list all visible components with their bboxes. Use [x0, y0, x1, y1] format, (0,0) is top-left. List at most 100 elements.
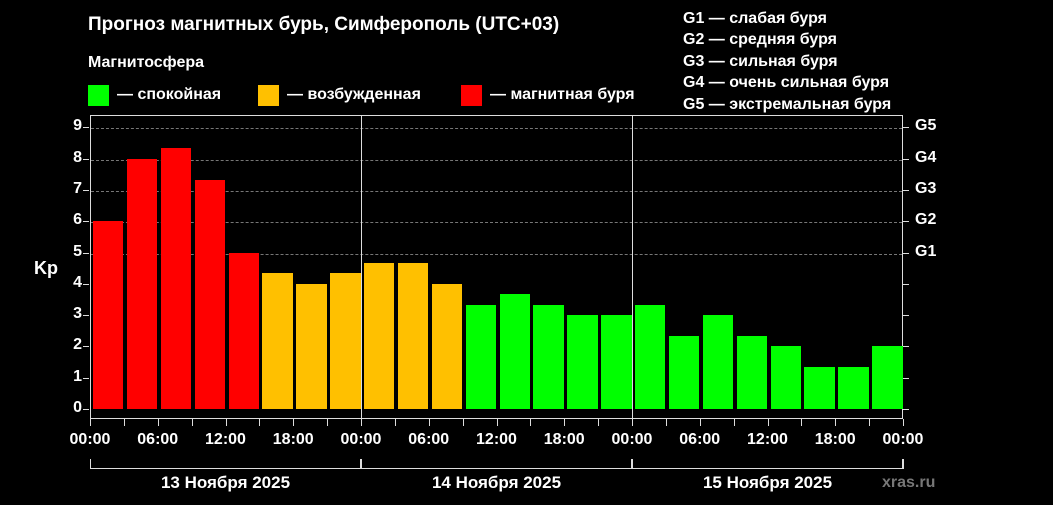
- day-bracket-tick: [632, 459, 633, 469]
- bar-excited: [330, 273, 361, 409]
- legend-label: — возбужденная: [287, 86, 421, 103]
- g-legend-item: G4 — очень сильная буря: [683, 74, 890, 92]
- grid-line: [91, 222, 902, 224]
- bar-quiet: [533, 304, 564, 409]
- day-bracket: [90, 459, 361, 469]
- x-tick-label: 18:00: [814, 431, 856, 448]
- bar-excited: [364, 262, 395, 409]
- day-separator: [361, 116, 362, 418]
- x-tick-mark: [293, 419, 295, 426]
- y-tick-mark: [83, 252, 89, 254]
- day-bracket-tick: [361, 459, 362, 469]
- bar-storm: [194, 179, 225, 409]
- right-tick-mark: [903, 221, 909, 223]
- bar-excited: [262, 273, 293, 409]
- bar-excited: [397, 262, 429, 409]
- day-label: 14 Ноября 2025: [431, 473, 562, 492]
- bar-quiet: [635, 304, 666, 409]
- legend-item-quiet: — спокойная: [88, 84, 221, 106]
- y-tick-label: 3: [73, 305, 82, 323]
- bar-quiet: [702, 315, 734, 409]
- x-tick-label: 00:00: [340, 431, 382, 448]
- bar-excited: [296, 283, 327, 409]
- x-tick-mark: [869, 419, 871, 426]
- x-tick-label: 12:00: [747, 431, 788, 448]
- legend-item-storm: — магнитная буря: [461, 84, 635, 106]
- grid-line: [91, 128, 902, 130]
- g-tick-label: G4: [915, 148, 937, 166]
- y-tick-label: 6: [73, 211, 82, 229]
- x-tick-label: 06:00: [408, 431, 450, 448]
- y-tick-label: 5: [73, 242, 82, 260]
- legend-label: — спокойная: [117, 86, 222, 103]
- x-tick-mark: [191, 419, 193, 426]
- x-tick-mark: [665, 419, 667, 426]
- bar-quiet: [601, 315, 632, 409]
- x-tick-mark: [361, 419, 362, 426]
- x-tick-label: 12:00: [205, 431, 246, 448]
- y-tick-mark: [83, 377, 89, 379]
- x-tick-mark: [564, 419, 566, 426]
- day-label: 15 Ноября 2025: [702, 473, 833, 492]
- bar-quiet: [465, 304, 496, 409]
- x-tick-label: 06:00: [679, 431, 721, 448]
- bar-quiet: [567, 315, 598, 409]
- x-tick-mark: [801, 419, 803, 426]
- bar-excited: [431, 283, 463, 409]
- y-tick-mark: [83, 283, 89, 285]
- g-legend-item: G2 — средняя буря: [683, 31, 837, 49]
- bar-storm: [126, 158, 158, 409]
- g-legend-item: G1 — слабая буря: [683, 10, 828, 27]
- x-tick-mark: [767, 419, 769, 426]
- x-tick-label: 00:00: [69, 431, 111, 448]
- bar-quiet: [770, 346, 801, 409]
- x-tick-label: 18:00: [543, 431, 585, 448]
- legend-swatch-red: [461, 84, 482, 106]
- y-tick-mark: [83, 221, 89, 223]
- grid-line: [91, 190, 902, 192]
- x-tick-label: 00:00: [611, 431, 653, 448]
- y-tick-mark: [83, 189, 89, 191]
- y-tick-mark: [83, 409, 89, 410]
- day-separator: [632, 116, 633, 418]
- x-tick-mark: [530, 419, 532, 426]
- day-label: 13 Ноября 2025: [160, 473, 291, 492]
- x-tick-mark: [632, 419, 633, 426]
- g-tick-label: G2: [915, 211, 937, 229]
- bar-quiet: [736, 336, 767, 409]
- x-tick-label: 18:00: [272, 431, 314, 448]
- right-tick-mark: [903, 189, 909, 191]
- g-legend-item: G5 — экстремальная буря: [683, 95, 892, 113]
- x-tick-mark: [394, 419, 396, 426]
- day-bracket: [361, 459, 632, 469]
- x-tick-mark: [259, 419, 261, 426]
- x-tick-mark: [90, 419, 91, 426]
- legend-label: — магнитная буря: [490, 86, 635, 103]
- g-tick-label: G5: [915, 117, 937, 135]
- y-tick-mark: [83, 315, 89, 317]
- legend-item-excited: — возбужденная: [258, 84, 421, 106]
- grid-line: [91, 159, 902, 161]
- x-tick-mark: [225, 419, 227, 426]
- g-legend-item: G3 — сильная буря: [683, 52, 838, 70]
- y-tick-mark: [83, 346, 89, 348]
- x-tick-mark: [157, 419, 159, 426]
- grid-line: [91, 253, 902, 255]
- day-bracket-tick: [903, 459, 904, 469]
- bar-storm: [160, 148, 192, 409]
- bar-storm: [93, 221, 124, 409]
- y-axis-label: Kp: [34, 258, 58, 278]
- bar-quiet: [804, 367, 835, 409]
- x-tick-mark: [123, 419, 125, 426]
- legend-title: Магнитосфера: [88, 54, 205, 71]
- right-tick-mark: [903, 346, 909, 348]
- x-tick-mark: [496, 419, 498, 426]
- y-tick-label: 0: [73, 399, 82, 416]
- y-tick-label: 2: [73, 336, 82, 354]
- y-tick-mark: [83, 158, 89, 160]
- bar-quiet: [838, 367, 869, 409]
- x-tick-mark: [733, 419, 735, 426]
- x-tick-mark: [598, 419, 600, 426]
- bar-quiet: [499, 294, 530, 409]
- right-tick-mark: [903, 409, 909, 410]
